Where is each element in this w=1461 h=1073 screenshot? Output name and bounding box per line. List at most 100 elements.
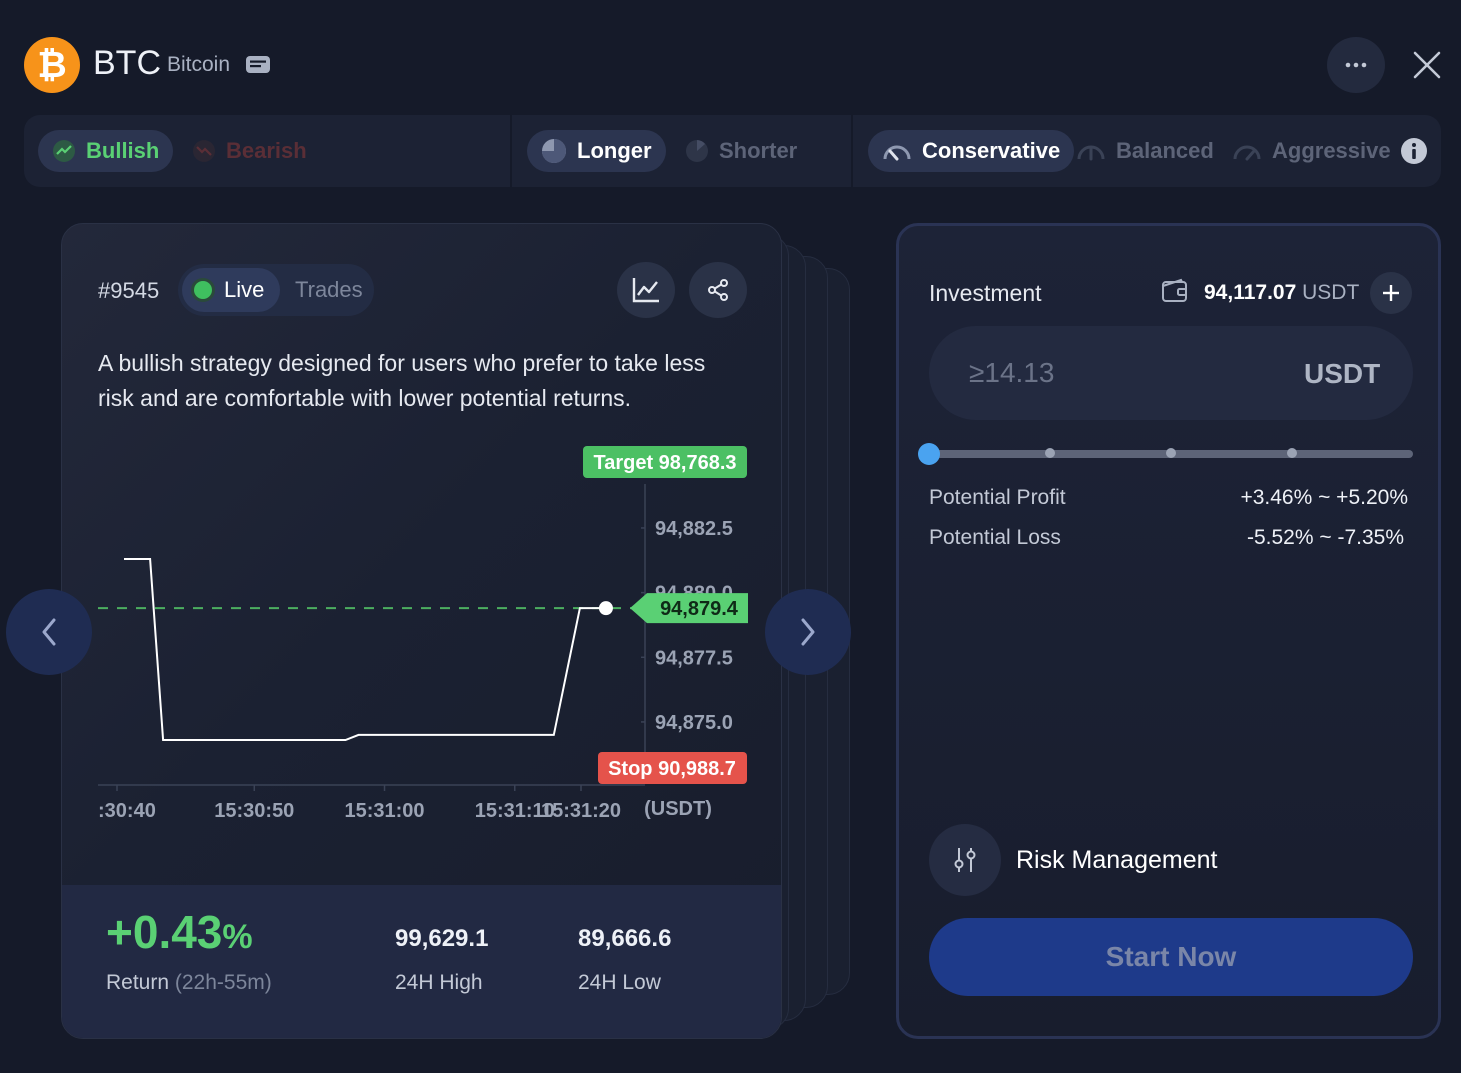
slider-tick[interactable] (1287, 448, 1297, 458)
trend-down-icon (193, 140, 215, 162)
slider-tick[interactable] (1045, 448, 1055, 458)
filter-bullish[interactable]: Bullish (38, 130, 174, 172)
add-funds-button[interactable] (1370, 272, 1412, 314)
share-button[interactable] (689, 262, 747, 318)
sliders-icon (954, 848, 976, 872)
chevron-left-icon (42, 618, 56, 646)
filter-balanced[interactable]: Balanced (1062, 130, 1228, 172)
balance-unit: USDT (1302, 281, 1360, 304)
filter-shorter[interactable]: Shorter (671, 130, 811, 172)
filter-conservative-label: Conservative (922, 138, 1061, 163)
strategy-filter-bar: Bullish Bearish Longer Shorter Conservat… (24, 115, 1441, 187)
return-unit: % (222, 918, 253, 956)
return-caption: Return (22h-55m) (106, 971, 272, 995)
return-value: +0.43% (106, 905, 253, 959)
card-stats-footer: +0.43% Return (22h-55m) 99,629.1 24H Hig… (62, 885, 781, 1038)
filter-aggressive[interactable]: Aggressive (1218, 130, 1405, 172)
filter-longer-label: Longer (577, 138, 652, 163)
stop-badge: Stop 90,988.7 (598, 752, 747, 784)
target-label: Target 98,768.3 (593, 452, 736, 474)
gauge-low-icon (883, 145, 911, 161)
info-icon[interactable] (1400, 137, 1428, 165)
asset-symbol: BTC (93, 44, 161, 82)
potential-loss-label: Potential Loss (929, 526, 1061, 549)
strategy-description: A bullish strategy designed for users wh… (98, 350, 706, 411)
more-options-button[interactable] (1327, 37, 1385, 93)
tab-live[interactable]: Live (182, 268, 280, 312)
current-price-badge: 94,879.4 (630, 593, 748, 624)
stop-label: Stop 90,988.7 (608, 758, 736, 780)
filter-bullish-label: Bullish (86, 138, 160, 163)
filter-aggressive-label: Aggressive (1272, 138, 1391, 163)
balance-value: 94,117.07 (1204, 281, 1297, 304)
chart-view-button[interactable] (617, 262, 675, 318)
gauge-mid-icon (1077, 145, 1105, 161)
filter-longer[interactable]: Longer (527, 130, 666, 172)
x-tick-label: 15:31:00 (344, 800, 424, 822)
btc-logo-glyph: ₿ (37, 45, 67, 86)
divider (510, 115, 512, 187)
return-period: (22h-55m) (174, 971, 272, 994)
wallet-icon (1162, 278, 1187, 302)
gauge-high-icon (1233, 145, 1261, 161)
y-tick-label: 94,877.5 (655, 647, 733, 669)
y-tick-label: 94,875.0 (655, 712, 733, 734)
target-badge: Target 98,768.3 (583, 446, 747, 478)
current-price-dot (598, 601, 613, 616)
asset-name: Bitcoin (167, 53, 231, 76)
prev-strategy-button[interactable] (6, 589, 92, 675)
return-number: +0.43 (106, 906, 223, 958)
x-tick-label: :30:40 (98, 800, 156, 822)
clock-pie-icon (686, 140, 708, 162)
available-balance: 94,117.07 USDT (1204, 281, 1359, 305)
axis-unit-label: (USDT) (644, 798, 712, 820)
input-unit: USDT (1304, 358, 1381, 389)
live-dot-icon (194, 281, 212, 299)
low-24h-label: 24H Low (578, 971, 661, 994)
potential-profit-label: Potential Profit (929, 486, 1066, 509)
plus-icon (1383, 285, 1399, 301)
current-price-label: 94,879.4 (660, 598, 739, 620)
filter-shorter-label: Shorter (719, 138, 798, 163)
trend-up-icon (53, 140, 75, 162)
price-chart: 94,882.594,880.094,877.594,875.0 :30:401… (98, 446, 748, 822)
investment-panel: Investment 94,117.07 USDT USDT Potential… (896, 223, 1441, 1039)
divider (851, 115, 853, 187)
slider-tick[interactable] (1166, 448, 1176, 458)
strategy-id: #9545 (98, 278, 160, 303)
low-24h-value: 89,666.6 (578, 925, 672, 952)
filter-balanced-label: Balanced (1116, 138, 1214, 163)
price-line (124, 558, 606, 741)
next-strategy-button[interactable] (765, 589, 851, 675)
high-24h-label: 24H High (395, 971, 483, 994)
clock-pie-icon (542, 139, 566, 163)
btc-logo-icon: ₿ (24, 37, 80, 93)
line-chart-icon (632, 278, 659, 303)
filter-conservative[interactable]: Conservative (868, 130, 1075, 172)
info-card-icon[interactable] (245, 54, 271, 76)
high-24h-value: 99,629.1 (395, 925, 489, 952)
x-tick-label: 15:30:50 (214, 800, 294, 822)
risk-management-button[interactable] (929, 824, 1001, 896)
risk-management-label[interactable]: Risk Management (1016, 846, 1218, 874)
amount-slider-thumb[interactable] (918, 443, 940, 465)
tab-live-label: Live (224, 277, 265, 302)
potential-profit-value: +3.46% ~ +5.20% (1240, 486, 1408, 509)
x-tick-label: 15:31:10 (475, 800, 555, 822)
potential-loss-value: -5.52% ~ -7.35% (1246, 526, 1404, 549)
return-label: Return (106, 971, 170, 994)
chevron-right-icon (801, 618, 815, 646)
y-tick-label: 94,882.5 (655, 518, 733, 540)
investment-amount-input[interactable] (929, 326, 1413, 420)
live-trades-toggle: Live Trades (178, 264, 374, 316)
close-icon[interactable] (1410, 48, 1444, 82)
filter-bearish[interactable]: Bearish (178, 130, 321, 172)
x-tick-label: 15:31:20 (541, 800, 621, 822)
strategy-card: #9545 Live Trades A bullish strategy des… (61, 223, 782, 1039)
ellipsis-icon (1345, 62, 1367, 68)
filter-bearish-label: Bearish (226, 138, 307, 163)
start-now-button[interactable]: Start Now (929, 918, 1413, 996)
tab-trades[interactable]: Trades (295, 277, 363, 302)
investment-label: Investment (929, 280, 1042, 306)
share-icon (708, 279, 728, 301)
